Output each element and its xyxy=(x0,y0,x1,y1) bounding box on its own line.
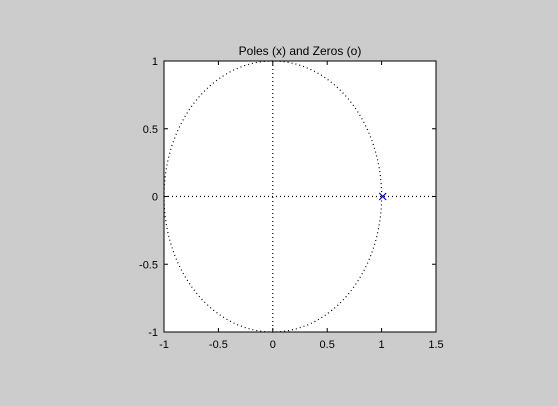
y-tick-label: 0 xyxy=(152,192,158,204)
x-tick-label: 1.5 xyxy=(428,339,443,351)
chart-title: Poles (x) and Zeros (o) xyxy=(239,44,362,58)
x-tick-label: 0.5 xyxy=(320,339,335,351)
y-tick-label: 0.5 xyxy=(143,124,158,136)
y-tick-label: -0.5 xyxy=(139,259,158,271)
x-tick-label: -0.5 xyxy=(209,339,228,351)
pole-marker xyxy=(378,192,387,201)
x-tick-label: 0 xyxy=(270,339,276,351)
x-tick-label: 1 xyxy=(379,339,385,351)
x-tick-label: -1 xyxy=(159,339,169,351)
axis-ticks: -1 -0.5 0 0.5 1 1.5 -1 -0.5 0 0.5 1 xyxy=(139,56,444,351)
y-tick-label: -1 xyxy=(148,327,158,339)
pole-marker-stroke xyxy=(378,192,387,201)
y-tick-label: 1 xyxy=(152,56,158,68)
